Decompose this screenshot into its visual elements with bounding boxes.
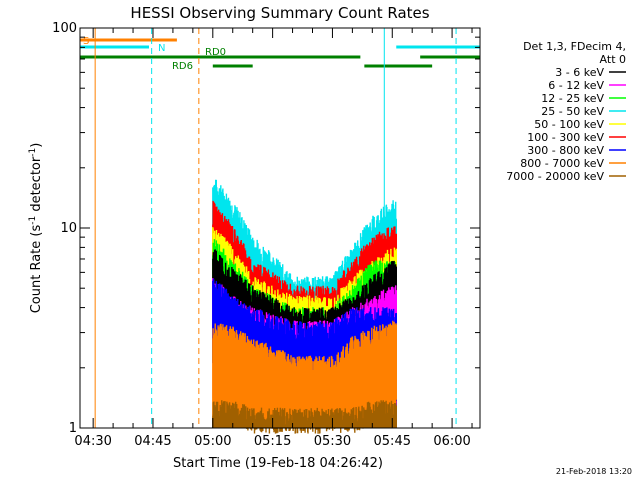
- x-tick-label: 04:45: [134, 434, 171, 449]
- flag-label-s: S: [83, 36, 89, 47]
- series-layer: [212, 179, 397, 434]
- x-tick-label: 05:30: [314, 434, 351, 449]
- legend-label: 25 - 50 keV: [541, 105, 604, 118]
- flag-label-rd0: RD0: [205, 47, 226, 58]
- y-tick-label: 100: [52, 21, 77, 36]
- x-tick-label: 05:00: [194, 434, 231, 449]
- y-tick-label: 1: [69, 421, 77, 436]
- x-tick-label: 04:30: [74, 434, 111, 449]
- legend-label: 7000 - 20000 keV: [506, 170, 604, 183]
- series-trace: [212, 320, 397, 428]
- y-tick-label: 10: [60, 221, 77, 236]
- series-800-7000-kev: [212, 320, 397, 428]
- y-label-middle: detector: [29, 156, 44, 216]
- legend-label: 300 - 800 keV: [527, 144, 604, 157]
- legend-label: 800 - 7000 keV: [520, 157, 604, 170]
- legend-label: 50 - 100 keV: [534, 118, 604, 131]
- flag-bars: S N RD0 RD6: [80, 36, 480, 72]
- y-label-sup-1: -1: [28, 216, 38, 225]
- chart-title: HESSI Observing Summary Count Rates: [130, 4, 429, 22]
- legend-label: 12 - 25 keV: [541, 92, 604, 105]
- y-label-suffix: ): [29, 143, 44, 148]
- y-label-sup-2: -1: [28, 148, 38, 157]
- generated-timestamp: 21-Feb-2018 13:20: [556, 467, 632, 476]
- x-tick-label: 06:00: [433, 434, 470, 449]
- x-tick-label: 05:15: [254, 434, 291, 449]
- y-label-prefix: Count Rate (s: [29, 225, 44, 314]
- legend-header-line2: Att 0: [600, 53, 626, 66]
- flag-label-n: N: [158, 43, 165, 54]
- axes: 04:30 04:45 05:00 05:15 05:30 05:45 06:00 100 10…: [52, 21, 480, 449]
- vertical-markers: [94, 28, 457, 428]
- y-axis-label: Count Rate (s-1 detector-1): [28, 143, 44, 314]
- legend-label: 6 - 12 keV: [548, 79, 604, 92]
- x-tick-label: 05:45: [374, 434, 411, 449]
- legend-label: 3 - 6 keV: [555, 66, 604, 79]
- legend-header-line1: Det 1,3, FDecim 4,: [523, 40, 626, 53]
- x-axis-label: Start Time (19-Feb-18 04:26:42): [173, 456, 383, 471]
- legend-label: 100 - 300 keV: [527, 131, 604, 144]
- flag-label-rd6: RD6: [172, 61, 193, 72]
